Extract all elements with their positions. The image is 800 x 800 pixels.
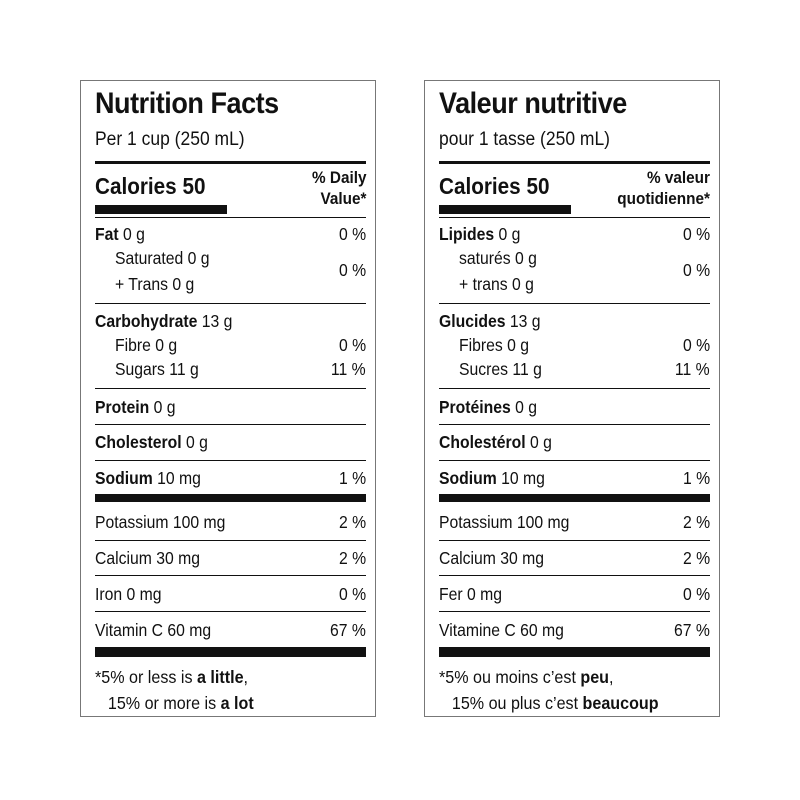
divider-thick	[95, 647, 366, 657]
nutrition-facts-label-fr: Valeur nutritive pour 1 tasse (250 mL) C…	[424, 80, 720, 717]
divider	[95, 161, 366, 164]
calories: Calories 50	[439, 173, 550, 199]
divider	[439, 424, 710, 425]
divider	[439, 161, 710, 164]
label-title: Nutrition Facts	[95, 87, 279, 120]
footnote: *5% or less is a little, 15% or more is …	[95, 667, 254, 713]
divider	[439, 388, 710, 389]
serving-size: pour 1 tasse (250 mL)	[439, 129, 611, 150]
divider	[95, 217, 366, 218]
divider	[95, 575, 366, 576]
divider	[95, 388, 366, 389]
calories-bar	[439, 205, 571, 214]
divider	[439, 575, 710, 576]
divider	[439, 460, 710, 461]
divider	[95, 424, 366, 425]
footnote: *5% ou moins c’est peu, 15% ou plus c’es…	[439, 667, 659, 713]
serving-size: Per 1 cup (250 mL)	[95, 129, 245, 150]
divider	[439, 217, 710, 218]
nutrition-facts-label-en: Nutrition Facts Per 1 cup (250 mL) Calor…	[80, 80, 376, 717]
divider-thick	[439, 647, 710, 657]
divider	[439, 611, 710, 612]
divider	[439, 303, 710, 304]
divider	[95, 611, 366, 612]
divider	[95, 303, 366, 304]
divider	[95, 460, 366, 461]
calories: Calories 50	[95, 173, 206, 199]
label-title: Valeur nutritive	[439, 87, 627, 120]
divider-thick	[439, 494, 710, 502]
divider	[95, 540, 366, 541]
calories-bar	[95, 205, 227, 214]
divider	[439, 540, 710, 541]
daily-value-header: % Daily Value*	[311, 168, 366, 208]
divider-thick	[95, 494, 366, 502]
daily-value-header: % valeur quotidienne*	[617, 168, 710, 208]
